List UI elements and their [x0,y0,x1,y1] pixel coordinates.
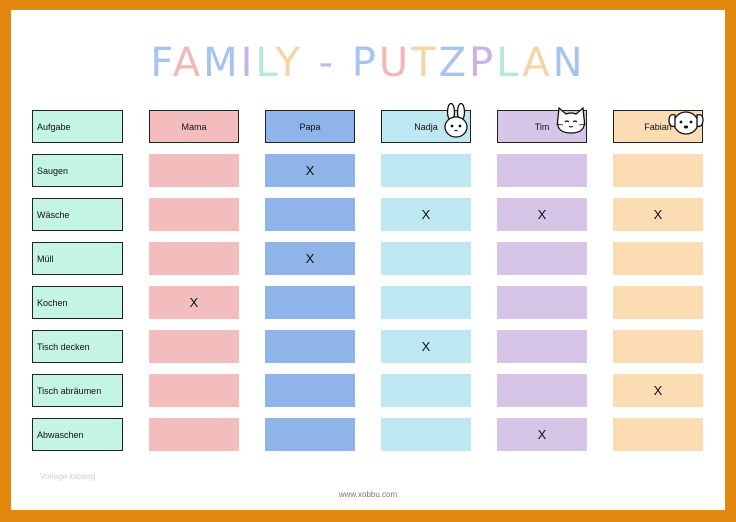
title-letter: I [240,40,256,86]
assignment-cell[interactable] [265,198,355,231]
assignment-cell[interactable] [497,330,587,363]
assignment-cell[interactable]: X [497,198,587,231]
title-letter: Z [438,40,469,86]
assignment-cell[interactable] [381,286,471,319]
title-letter: Y [275,40,303,86]
assignment-cell[interactable] [613,418,703,451]
assignment-cell[interactable] [149,154,239,187]
assignment-cell[interactable]: X [613,374,703,407]
title-letter: A [522,40,553,86]
assignment-cell[interactable]: X [381,198,471,231]
assignment-cell[interactable]: X [149,286,239,319]
page-title: FAMILY - PUTZPLAN [0,38,736,88]
cat-icon [554,106,588,141]
assignment-cell[interactable] [497,242,587,275]
watermark-text: Vorlage katalog [40,472,96,481]
assignment-cell[interactable] [149,418,239,451]
task-label: Tisch abräumen [32,374,123,407]
assignment-cell[interactable] [149,330,239,363]
plan-sheet [11,10,725,510]
assignment-cell[interactable] [613,330,703,363]
task-label: Tisch decken [32,330,123,363]
assignment-cell[interactable] [381,418,471,451]
title-letter: P [351,40,379,86]
assignment-cell[interactable] [497,374,587,407]
assignment-cell[interactable] [265,286,355,319]
assignment-cell[interactable]: X [265,242,355,275]
assignment-cell[interactable] [265,418,355,451]
title-letter: N [552,40,586,86]
title-letter: A [172,40,204,86]
title-letter: L [496,40,523,86]
assignment-cell[interactable] [265,330,355,363]
assignment-cell[interactable] [613,286,703,319]
task-column-header: Aufgabe [32,110,123,143]
task-label: Wäsche [32,198,123,231]
title-letter: U [378,40,412,86]
assignment-cell[interactable]: X [381,330,471,363]
bunny-icon [441,102,471,144]
assignment-cell[interactable]: X [497,418,587,451]
assignment-cell[interactable] [149,374,239,407]
assignment-cell[interactable]: X [265,154,355,187]
title-letter: F [150,40,173,86]
dog-icon [667,107,705,142]
assignment-cell[interactable] [381,242,471,275]
assignment-cell[interactable] [265,374,355,407]
assignment-cell[interactable]: X [613,198,703,231]
member-header-mama: Mama [149,110,239,143]
assignment-cell[interactable] [497,154,587,187]
assignment-cell[interactable] [149,242,239,275]
task-label: Abwaschen [32,418,123,451]
title-letter [336,40,352,86]
task-label: Saugen [32,154,123,187]
task-label: Müll [32,242,123,275]
assignment-cell[interactable] [613,242,703,275]
assignment-cell[interactable] [381,374,471,407]
member-header-papa: Papa [265,110,355,143]
assignment-cell[interactable] [613,154,703,187]
title-letter: P [468,40,497,86]
assignment-cell[interactable] [381,154,471,187]
title-letter: M [203,40,241,86]
footer-url: www.xobbu.com [338,490,398,499]
assignment-cell[interactable] [497,286,587,319]
title-letter: T [411,40,439,86]
task-label: Kochen [32,286,123,319]
title-letter: - [318,40,336,86]
title-letter [303,40,319,86]
title-letter: L [255,40,276,86]
assignment-cell[interactable] [149,198,239,231]
